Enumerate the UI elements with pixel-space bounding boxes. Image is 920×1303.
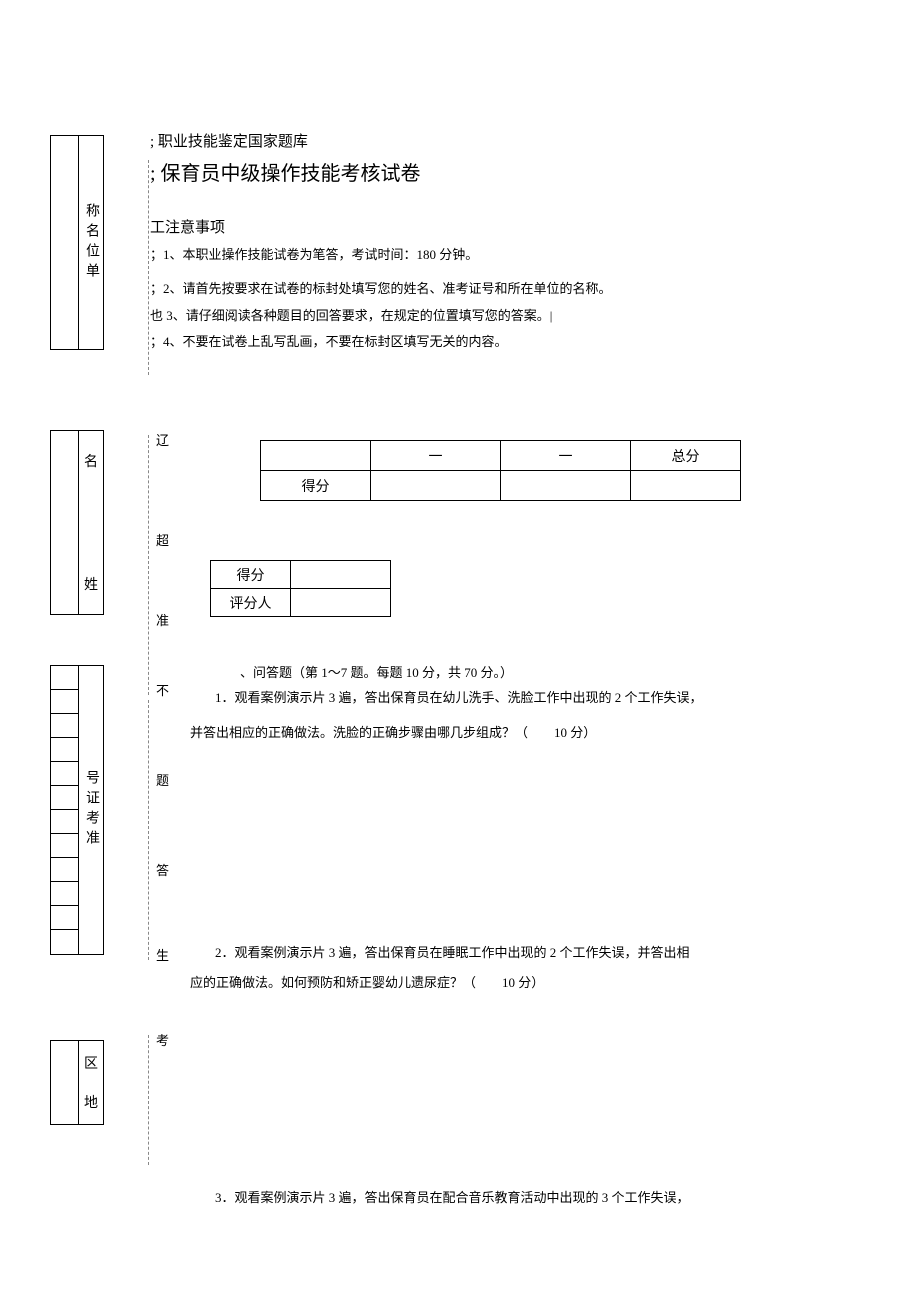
- margin-char-1: 辽: [156, 430, 169, 449]
- dashed-line-1: [148, 160, 149, 375]
- name-fill-area[interactable]: [51, 431, 79, 614]
- dashed-line-2: [148, 435, 149, 695]
- region-fill-area[interactable]: [51, 1041, 79, 1124]
- score-header-total: 总分: [631, 441, 741, 471]
- margin-char-6: 答: [156, 860, 169, 879]
- question-1b: 并答出相应的正确做法。洗脸的正确步骤由哪几步组成？（ 10 分）: [190, 720, 596, 746]
- margin-char-8: 考: [156, 1030, 169, 1049]
- score-cell-1[interactable]: [371, 471, 501, 501]
- dashed-line-3: [148, 700, 149, 960]
- sidebar-name-box: 名 姓: [50, 430, 104, 615]
- score-cell-total[interactable]: [631, 471, 741, 501]
- sidebar-exam-id-box: 号证考准: [50, 665, 104, 955]
- section-title-qa: 、问答题（第 1～7 题。每题 10 分，共 70 分。）: [240, 660, 513, 686]
- dashed-line-4: [148, 1035, 149, 1165]
- notice-title: 工注意事项: [150, 216, 850, 237]
- score-header-1: 一: [371, 441, 501, 471]
- name-label-bottom: 姓: [84, 574, 98, 594]
- exam-id-fill-cells[interactable]: [51, 666, 79, 954]
- margin-char-4: 不: [156, 680, 169, 699]
- score-header-blank: [261, 441, 371, 471]
- main-content: ; 职业技能鉴定国家题库 ; 保育员中级操作技能考核试卷 工注意事项 ；1、本职…: [150, 130, 850, 357]
- small-score-cell[interactable]: [291, 561, 391, 589]
- reviewer-table: 得分 评分人: [210, 560, 391, 617]
- margin-char-7: 生: [156, 945, 169, 964]
- score-cell-2[interactable]: [501, 471, 631, 501]
- bank-title: ; 职业技能鉴定国家题库: [150, 130, 850, 151]
- region-label-top: 区: [84, 1053, 98, 1073]
- question-3: 3．观看案例演示片 3 遍，答出保育员在配合音乐教育活动中出现的 3 个工作失误…: [215, 1185, 690, 1211]
- question-2: 2．观看案例演示片 3 遍，答出保育员在睡眠工作中出现的 2 个工作失误，并答出…: [215, 940, 690, 966]
- reviewer-label: 评分人: [211, 589, 291, 617]
- exam-id-label: 号证考准: [81, 770, 101, 850]
- region-label-bottom: 地: [84, 1092, 98, 1112]
- note-1: ；1、本职业操作技能试卷为笔答，考试时间：180 分钟。: [150, 245, 850, 265]
- question-1: 1．观看案例演示片 3 遍，答出保育员在幼儿洗手、洗脸工作中出现的 2 个工作失…: [215, 685, 703, 711]
- note-4: ；4、不要在试卷上乱写乱画，不要在标封区填写无关的内容。: [150, 332, 850, 352]
- sidebar-unit-name-box: 称名位单: [50, 135, 104, 350]
- score-header-2: 一: [501, 441, 631, 471]
- main-title: ; 保育员中级操作技能考核试卷: [150, 157, 850, 186]
- score-row-label: 得分: [261, 471, 371, 501]
- question-2b: 应的正确做法。如何预防和矫正婴幼儿遗尿症？（ 10 分）: [190, 970, 544, 996]
- reviewer-cell[interactable]: [291, 589, 391, 617]
- margin-char-3: 准: [156, 610, 169, 629]
- name-label-top: 名: [84, 451, 98, 471]
- unit-name-label: 称名位单: [81, 203, 101, 283]
- note-2: ；2、请首先按要求在试卷的标封处填写您的姓名、准考证号和所在单位的名称。: [150, 279, 850, 299]
- margin-char-5: 题: [156, 770, 169, 789]
- unit-name-fill-area[interactable]: [51, 136, 79, 349]
- margin-char-2: 超: [156, 530, 169, 549]
- score-table: 一 一 总分 得分: [260, 440, 741, 501]
- note-3: 也 3、请仔细阅读各种题目的回答要求，在规定的位置填写您的答案。|: [150, 306, 850, 326]
- sidebar-region-box: 区 地: [50, 1040, 104, 1125]
- small-score-label: 得分: [211, 561, 291, 589]
